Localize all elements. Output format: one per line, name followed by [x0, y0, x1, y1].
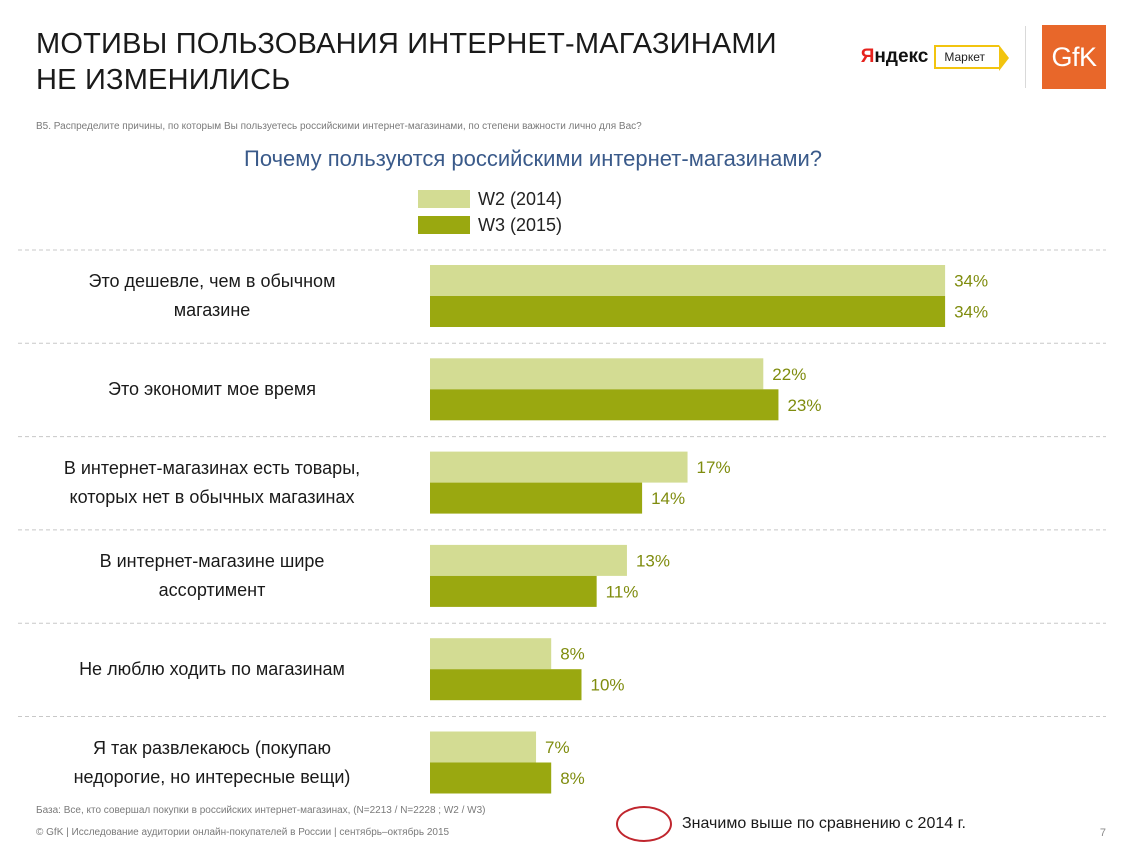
category-label-2: В интернет-магазинах есть товары, которых…: [32, 454, 392, 512]
chart-legend: W2 (2014) W3 (2015): [418, 186, 562, 238]
bar-w3-4: [430, 669, 582, 701]
bar-w3-2: [430, 482, 643, 514]
category-label-line: Это экономит мое время: [108, 378, 316, 399]
value-label-w2-2: 17%: [697, 458, 731, 477]
significance-circle-icon: [616, 806, 672, 842]
value-label-w3-3: 11%: [606, 582, 639, 601]
legend-item-w2: W2 (2014): [418, 186, 562, 212]
value-label-w3-1: 23%: [787, 396, 821, 415]
yandex-market-logo: Яндекс Маркет: [861, 45, 1009, 71]
bar-w2-4: [430, 638, 552, 670]
survey-question: В5. Распределите причины, по которым Вы …: [36, 121, 642, 132]
bar-w3-1: [430, 389, 779, 421]
market-tag: Маркет: [934, 45, 1009, 71]
category-label-line: магазине: [173, 300, 251, 320]
bar-w2-2: [430, 451, 688, 483]
value-label-w2-4: 8%: [560, 645, 585, 664]
category-label-line: которых нет в обычных магазинах: [69, 486, 355, 507]
footnote-copyright: © GfK | Исследование аудитории онлайн-по…: [36, 827, 450, 838]
slide-title: МОТИВЫ ПОЛЬЗОВАНИЯ ИНТЕРНЕТ-МАГАЗИНАМИ Н…: [36, 26, 777, 98]
yandex-wordmark: Яндекс: [861, 46, 929, 68]
bar-w3-3: [430, 575, 597, 607]
yandex-initial: Я: [860, 46, 875, 67]
category-label-line: ассортимент: [158, 579, 266, 600]
logo-area: Яндекс Маркет GfK: [861, 24, 1106, 90]
legend-swatch-w3: [418, 216, 470, 234]
page-number: 7: [1099, 827, 1106, 839]
significance-text: Значимо выше по сравнению с 2014 г.: [682, 815, 966, 832]
category-label-0: Это дешевле, чем в обычном магазине: [32, 267, 392, 325]
category-label-5: Я так развлекаюсь (покупаю недорогие, но …: [32, 734, 392, 792]
bar-w2-0: [430, 265, 946, 296]
category-label-line: Это дешевле, чем в обычном: [88, 271, 336, 291]
bar-w2-3: [430, 544, 627, 576]
value-label-w2-1: 22%: [772, 365, 806, 384]
category-label-line: В интернет-магазинах есть товары,: [63, 457, 361, 478]
legend-label-w2: W2 (2014): [478, 188, 563, 209]
category-label-line: В интернет-магазине шире: [99, 550, 325, 571]
title-line-2: НЕ ИЗМЕНИЛИСЬ: [36, 64, 291, 96]
category-label-line: Я так развлекаюсь (покупаю: [93, 737, 331, 758]
category-label-line: недорогие, но интересные вещи): [73, 766, 351, 787]
chart-title: Почему пользуются российскими интернет-м…: [244, 146, 823, 171]
title-line-1: МОТИВЫ ПОЛЬЗОВАНИЯ ИНТЕРНЕТ-МАГАЗИНАМИ: [36, 28, 777, 60]
category-label-3: В интернет-магазине шире ассортимент: [32, 547, 392, 605]
bar-w2-5: [430, 731, 537, 763]
legend-item-w3: W3 (2015): [418, 212, 562, 238]
value-label-w2-3: 13%: [636, 551, 670, 570]
value-label-w3-2: 14%: [651, 489, 685, 508]
bar-w3-0: [430, 296, 946, 327]
yandex-rest: ндекс: [874, 46, 929, 67]
logo-divider: [1025, 26, 1026, 88]
legend-swatch-w2: [418, 190, 470, 208]
category-label-1: Это экономит мое время: [32, 375, 392, 404]
category-label-4: Не люблю ходить по магазинам: [32, 655, 392, 684]
value-label-w2-0: 34%: [954, 272, 988, 291]
bar-w3-5: [430, 762, 552, 794]
significance-legend: Значимо выше по сравнению с 2014 г.: [616, 806, 966, 842]
bar-w2-1: [430, 358, 764, 390]
value-label-w3-5: 8%: [560, 769, 585, 788]
gfk-logo: GfK: [1042, 25, 1106, 89]
legend-label-w3: W3 (2015): [478, 214, 563, 235]
category-label-line: Не люблю ходить по магазинам: [79, 658, 345, 679]
value-label-w3-0: 34%: [954, 303, 988, 322]
value-label-w2-5: 7%: [545, 738, 570, 757]
value-label-w3-4: 10%: [591, 676, 625, 695]
footnote-base: База: Все, кто совершал покупки в россий…: [36, 805, 486, 816]
